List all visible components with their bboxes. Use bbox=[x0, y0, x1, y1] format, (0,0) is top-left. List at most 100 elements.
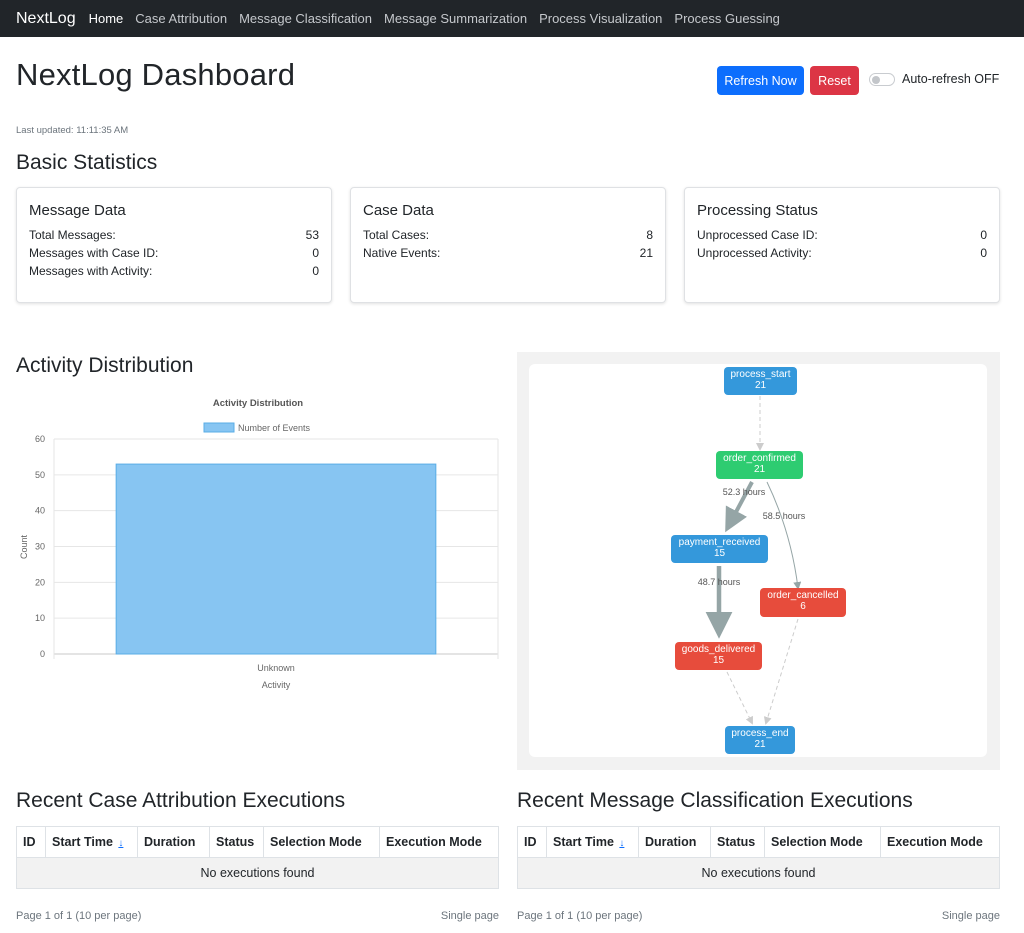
process-graph-canvas: 52.3 hours 58.5 hours 48.7 hours process… bbox=[529, 364, 987, 757]
empty-message: No executions found bbox=[517, 857, 1000, 889]
y-tick-label: 40 bbox=[35, 506, 45, 516]
stat-row: Messages with Case ID: 0 bbox=[29, 244, 319, 262]
card-title: Case Data bbox=[363, 202, 434, 219]
col-duration[interactable]: Duration bbox=[137, 826, 210, 858]
edge-label: 58.5 hours bbox=[763, 511, 806, 521]
table-row: No executions found bbox=[517, 857, 1000, 889]
legend-label: Number of Events bbox=[238, 423, 311, 433]
col-execution-mode[interactable]: Execution Mode bbox=[379, 826, 499, 858]
node-count: 6 bbox=[800, 600, 806, 612]
card-title: Processing Status bbox=[697, 202, 818, 219]
empty-message: No executions found bbox=[16, 857, 499, 889]
pagination-status: Single page bbox=[941, 910, 1000, 922]
edge-label: 48.7 hours bbox=[698, 577, 741, 587]
stat-row: Native Events: 21 bbox=[363, 244, 653, 262]
node-count: 15 bbox=[713, 547, 726, 559]
col-label: Start Time bbox=[553, 835, 614, 849]
stat-label: Unprocessed Activity: bbox=[697, 246, 812, 260]
stat-row: Unprocessed Case ID: 0 bbox=[697, 226, 987, 244]
nav-link-process-guessing[interactable]: Process Guessing bbox=[674, 11, 780, 26]
edge-cancelled-end bbox=[763, 618, 799, 725]
activity-distribution-heading: Activity Distribution bbox=[16, 354, 194, 377]
col-status[interactable]: Status bbox=[710, 826, 765, 858]
refresh-now-button[interactable]: Refresh Now bbox=[717, 66, 804, 95]
col-execution-mode[interactable]: Execution Mode bbox=[880, 826, 1000, 858]
col-id[interactable]: ID bbox=[517, 826, 547, 858]
pagination-status: Single page bbox=[440, 910, 499, 922]
stat-row: Total Cases: 8 bbox=[363, 226, 653, 244]
message-classification-pager: Page 1 of 1 (10 per page) Single page bbox=[517, 910, 1000, 922]
stat-row: Messages with Activity: 0 bbox=[29, 262, 319, 280]
stat-label: Total Messages: bbox=[29, 228, 116, 242]
col-id[interactable]: ID bbox=[16, 826, 46, 858]
col-selection-mode[interactable]: Selection Mode bbox=[263, 826, 380, 858]
nav-link-message-classification[interactable]: Message Classification bbox=[239, 11, 373, 26]
toggle-knob bbox=[872, 75, 880, 84]
stat-label: Native Events: bbox=[363, 246, 441, 260]
col-selection-mode[interactable]: Selection Mode bbox=[764, 826, 881, 858]
col-start-time[interactable]: Start Time ↓ bbox=[546, 826, 639, 858]
auto-refresh-toggle[interactable] bbox=[869, 72, 895, 86]
stat-row: Total Messages: 53 bbox=[29, 226, 319, 244]
process-graph-panel: 52.3 hours 58.5 hours 48.7 hours process… bbox=[517, 352, 1000, 770]
legend-swatch bbox=[203, 422, 235, 433]
y-tick-label: 30 bbox=[35, 542, 45, 552]
nav-link-process-visualization[interactable]: Process Visualization bbox=[539, 11, 663, 26]
stat-value: 0 bbox=[980, 246, 987, 260]
page-title: NextLog Dashboard bbox=[16, 57, 296, 92]
last-updated-text: Last updated: 11:11:35 AM bbox=[16, 125, 129, 136]
col-label: Start Time bbox=[52, 835, 113, 849]
node-label: process_end bbox=[731, 728, 789, 739]
case-data-card: Case Data Total Cases: 8 Native Events: 21 bbox=[350, 187, 666, 303]
top-navbar: NextLog Home Case Attribution Message Cl… bbox=[0, 0, 1024, 37]
stat-value: 53 bbox=[305, 228, 319, 242]
activity-chart-svg: Activity Distribution Number of Events 0… bbox=[19, 398, 499, 690]
table-row: No executions found bbox=[16, 857, 499, 889]
y-tick-label: 50 bbox=[35, 470, 45, 480]
col-duration[interactable]: Duration bbox=[638, 826, 711, 858]
y-tick-label: 20 bbox=[35, 577, 45, 587]
stat-value: 0 bbox=[312, 264, 319, 278]
node-label: goods_delivered bbox=[681, 644, 756, 655]
table-header-row: ID Start Time ↓ Duration Status Selectio… bbox=[517, 826, 1000, 858]
stat-row: Unprocessed Activity: 0 bbox=[697, 244, 987, 262]
node-payment-received[interactable]: payment_received 15 bbox=[671, 535, 768, 563]
basic-statistics-heading: Basic Statistics bbox=[16, 151, 158, 174]
page-info: Page 1 of 1 (10 per page) bbox=[16, 910, 142, 922]
message-classification-table-wrap: ID Start Time ↓ Duration Status Selectio… bbox=[517, 826, 1000, 889]
node-count: 15 bbox=[712, 654, 725, 666]
stat-value: 21 bbox=[639, 246, 653, 260]
reset-button[interactable]: Reset bbox=[810, 66, 859, 95]
node-label: order_cancelled bbox=[767, 590, 839, 601]
stat-label: Total Cases: bbox=[363, 228, 430, 242]
node-goods-delivered[interactable]: goods_delivered 15 bbox=[675, 642, 762, 670]
activity-chart: Activity Distribution Number of Events 0… bbox=[16, 392, 500, 692]
nav-link-message-summarization[interactable]: Message Summarization bbox=[384, 11, 528, 26]
col-start-time[interactable]: Start Time ↓ bbox=[45, 826, 138, 858]
node-label: process_start bbox=[730, 369, 791, 380]
brand-logo[interactable]: NextLog bbox=[16, 9, 76, 27]
edge-label: 52.3 hours bbox=[723, 487, 766, 497]
node-process-start[interactable]: process_start 21 bbox=[724, 367, 797, 395]
node-order-cancelled[interactable]: order_cancelled 6 bbox=[760, 588, 846, 617]
nav-link-home[interactable]: Home bbox=[88, 11, 124, 26]
y-tick-label: 10 bbox=[35, 613, 45, 623]
node-process-end[interactable]: process_end 21 bbox=[725, 726, 795, 754]
case-attribution-table: ID Start Time ↓ Duration Status Selectio… bbox=[16, 826, 499, 889]
sort-desc-icon[interactable]: ↓ bbox=[619, 838, 625, 849]
message-classification-table: ID Start Time ↓ Duration Status Selectio… bbox=[517, 826, 1000, 889]
page-info: Page 1 of 1 (10 per page) bbox=[517, 910, 643, 922]
nav-link-case-attribution[interactable]: Case Attribution bbox=[135, 11, 228, 26]
edge-delivered-end bbox=[726, 671, 753, 725]
node-count: 21 bbox=[754, 379, 767, 391]
y-axis-label: Count bbox=[19, 535, 29, 560]
node-count: 21 bbox=[754, 738, 766, 750]
bar[interactable] bbox=[115, 463, 437, 655]
col-status[interactable]: Status bbox=[209, 826, 264, 858]
chart-title: Activity Distribution bbox=[213, 398, 303, 409]
stat-label: Unprocessed Case ID: bbox=[697, 228, 818, 242]
sort-desc-icon[interactable]: ↓ bbox=[118, 838, 124, 849]
message-data-card: Message Data Total Messages: 53 Messages … bbox=[16, 187, 332, 303]
edge-confirmed-payment bbox=[725, 481, 754, 533]
node-order-confirmed[interactable]: order_confirmed 21 bbox=[716, 451, 803, 479]
